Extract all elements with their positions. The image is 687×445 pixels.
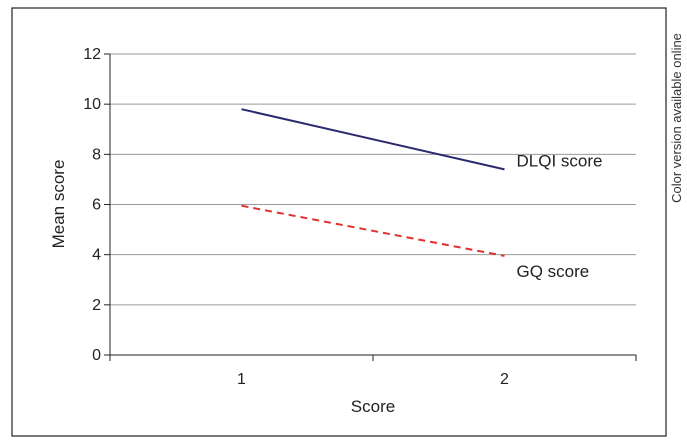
- series-label-gq: GQ score: [517, 262, 590, 281]
- series-line-dlqi: [241, 108, 505, 171]
- y-axis-title: Mean score: [49, 160, 68, 249]
- gridlines: [110, 53, 636, 306]
- x-tick-label-1: 1: [237, 371, 246, 388]
- series-line-gq: [241, 204, 505, 257]
- y-tick-label-8: 8: [92, 146, 101, 163]
- color-version-note: Color version available online: [669, 33, 684, 203]
- axes: [104, 53, 637, 361]
- x-tick-label-2: 2: [500, 371, 509, 388]
- y-tick-label-4: 4: [92, 247, 101, 264]
- y-tick-label-12: 12: [83, 46, 101, 63]
- x-axis-title: Score: [351, 397, 395, 416]
- y-tick-label-0: 0: [92, 347, 101, 364]
- y-tick-label-2: 2: [92, 297, 101, 314]
- y-tick-label-10: 10: [83, 96, 101, 113]
- series-label-dlqi: DLQI score: [517, 151, 603, 170]
- chart-frame: [11, 7, 667, 437]
- series: [241, 108, 505, 257]
- y-tick-label-6: 6: [92, 197, 101, 214]
- series-labels: DLQI score GQ score: [517, 151, 603, 281]
